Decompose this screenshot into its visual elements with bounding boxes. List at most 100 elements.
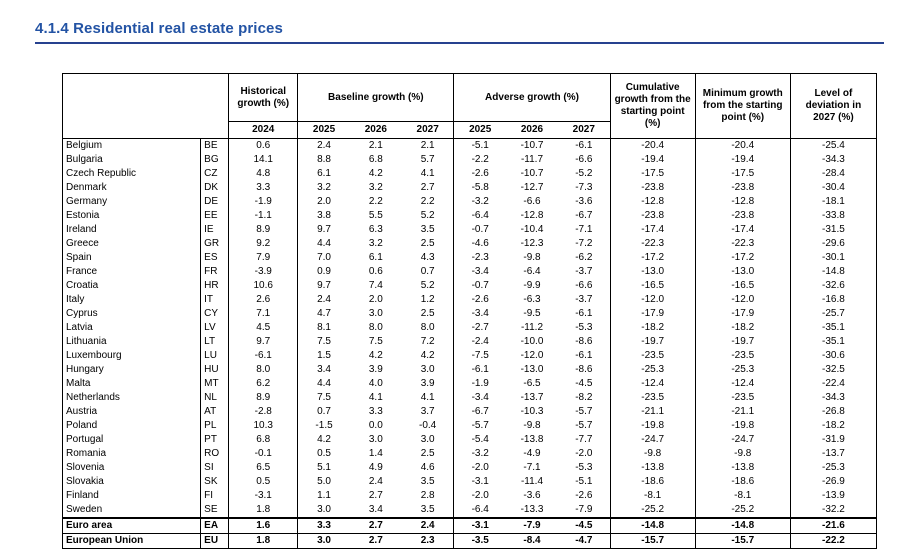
value-cell: -8.1 (609, 489, 696, 503)
value-cell: -3.7 (575, 294, 593, 305)
country-code-cell: EU (200, 533, 229, 549)
country-cell: Luxembourg (66, 350, 122, 361)
adverse-year-2026-header: 2026 (520, 124, 544, 135)
value-cell: -28.4 (789, 167, 877, 181)
value-cell: -17.4 (609, 223, 696, 237)
table-row: Lithuania LT 9.7 7.5 7.5 7.2 -2.4 -10.0 -8.6 -19.… (63, 335, 877, 349)
value-cell: -13.8 (520, 434, 544, 445)
country-code-cell: HU (200, 363, 229, 377)
value-cell: -5.2 (575, 168, 593, 179)
country-cell: Cyprus (66, 308, 98, 319)
value-cell: -31.5 (789, 223, 877, 237)
value-cell: 4.1 (368, 392, 383, 403)
value-cell: 10.3 (228, 419, 298, 433)
country-cell: Bulgaria (66, 154, 103, 165)
value-cell: 2.7 (349, 533, 402, 549)
value-cell: 2.1 (420, 140, 435, 151)
value-cell: 4.0 (368, 378, 383, 389)
value-cell: 4.3 (420, 252, 435, 263)
value-cell: 3.3 (297, 517, 350, 534)
value-cell: 2.5 (420, 308, 435, 319)
value-cell: 4.2 (420, 350, 435, 361)
value-cell: -10.7 (520, 168, 544, 179)
rre-prices-table: Historical growth (%) Baseline growth (%… (62, 73, 877, 549)
value-cell: 8.0 (228, 363, 298, 377)
value-cell: 0.7 (420, 266, 435, 277)
value-cell: 8.8 (297, 153, 350, 167)
value-cell: 6.5 (228, 461, 298, 475)
table-row: Croatia HR 10.6 9.7 7.4 5.2 -0.7 -9.9 -6.6 -16.5-… (63, 279, 877, 293)
value-cell: -9.8 (523, 252, 541, 263)
value-cell: -3.1 (228, 489, 298, 503)
country-code-cell: NL (200, 391, 229, 405)
country-code-cell: DE (200, 195, 229, 209)
historical-growth-header: Historical growth (%) (228, 73, 298, 122)
value-cell: -4.6 (453, 237, 506, 251)
value-cell: 6.3 (368, 224, 383, 235)
value-cell: 14.1 (228, 153, 298, 167)
value-cell: -5.3 (575, 322, 593, 333)
table-row: Greece GR 9.2 4.4 3.2 2.5 -4.6 -12.3 -7.2 -22.3 -2… (63, 237, 877, 251)
value-cell: -14.8 (609, 517, 696, 534)
table-row: Malta MT 6.2 4.4 4.0 3.9 -1.9 -6.5 -4.5 -12.4 -12.… (63, 377, 877, 391)
country-cell: Malta (66, 378, 91, 389)
value-cell: 0.5 (297, 447, 350, 461)
value-cell: 4.2 (368, 168, 383, 179)
value-cell: -25.4 (789, 138, 877, 153)
value-cell: -26.9 (789, 475, 877, 489)
table-row: Cyprus CY 7.1 4.7 3.0 2.5 -3.4 -9.5 -6.1 -17.9 -17… (63, 307, 877, 321)
value-cell: 7.0 (297, 251, 350, 265)
value-cell: -6.7 (453, 405, 506, 419)
value-cell: 2.3 (401, 533, 454, 549)
table-row: Romania RO -0.1 0.5 1.4 2.5 -3.2 -4.9 -2.0 -9.8 -9… (63, 447, 877, 461)
value-cell: -9.5 (523, 308, 541, 319)
table-row: Austria AT -2.8 0.7 3.3 3.7 -6.7 -10.3 -5.7 -21.1… (63, 405, 877, 419)
country-cell: Croatia (66, 280, 99, 291)
country-code-cell: EE (200, 209, 229, 223)
value-cell: 6.1 (297, 167, 350, 181)
value-cell: 2.1 (368, 140, 383, 151)
value-cell: -17.5 (694, 167, 791, 181)
value-cell: -25.3 (609, 363, 696, 377)
country-code-cell: SI (200, 461, 229, 475)
baseline-growth-header: Baseline growth (%) (297, 73, 454, 122)
value-cell: -33.8 (789, 209, 877, 223)
group-header-row: Historical growth (%) Baseline growth (%… (63, 73, 877, 139)
value-cell: -25.3 (789, 461, 877, 475)
value-cell: -32.5 (789, 363, 877, 377)
title-rule (35, 42, 884, 44)
value-cell: 9.7 (228, 335, 298, 349)
value-cell: 4.1 (420, 168, 435, 179)
value-cell: -2.0 (575, 448, 593, 459)
value-cell: 2.7 (368, 490, 383, 501)
value-cell: 7.2 (420, 336, 435, 347)
country-cell: Sweden (66, 504, 103, 515)
adverse-year-2025-header: 2025 (453, 121, 506, 139)
country-cell: Portugal (66, 434, 104, 445)
value-cell: -2.6 (575, 490, 593, 501)
country-cell: Denmark (66, 182, 107, 193)
value-cell: 8.9 (228, 391, 298, 405)
value-cell: -8.6 (575, 364, 593, 375)
value-cell: 1.8 (228, 503, 298, 518)
value-cell: -7.9 (505, 517, 559, 534)
value-cell: -18.2 (609, 321, 696, 335)
table-row: Latvia LV 4.5 8.1 8.0 8.0 -2.7 -11.2 -5.3 -18.2 -1… (63, 321, 877, 335)
country-code-cell: IT (200, 293, 229, 307)
value-cell: 3.2 (368, 238, 383, 249)
value-cell: -16.8 (789, 293, 877, 307)
value-cell: 1.2 (420, 294, 435, 305)
value-cell: -6.6 (575, 280, 593, 291)
value-cell: -2.3 (453, 251, 506, 265)
value-cell: -22.4 (789, 377, 877, 391)
country-code-cell: LT (200, 335, 229, 349)
value-cell: -17.9 (694, 307, 791, 321)
value-cell: -18.2 (789, 419, 877, 433)
table-row: Sweden SE 1.8 3.0 3.4 3.5 -6.4 -13.3 -7.9 -25.2 -2… (63, 503, 877, 518)
table-row: Netherlands NL 8.9 7.5 4.1 4.1 -3.4 -13.7 -8.2 -2… (63, 391, 877, 405)
value-cell: -6.1 (575, 308, 593, 319)
value-cell: -0.7 (453, 279, 506, 293)
table-row: Slovenia SI 6.5 5.1 4.9 4.6 -2.0 -7.1 -5.3 -13.8-… (63, 461, 877, 475)
value-cell: -7.3 (575, 182, 593, 193)
value-cell: -10.0 (520, 336, 544, 347)
